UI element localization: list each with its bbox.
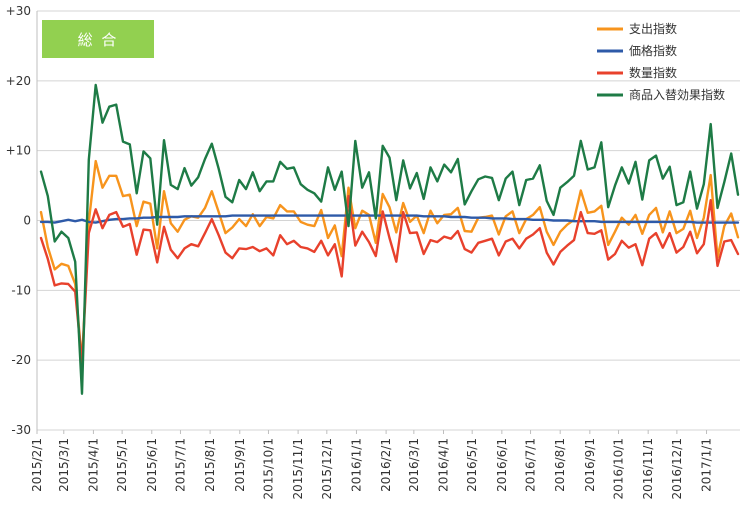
- legend-label: 支出指数: [629, 21, 677, 36]
- x-tick-label: 2015/12/1: [320, 438, 334, 500]
- gridlines: [36, 10, 740, 431]
- series-line: [39, 83, 740, 395]
- x-tick-label: 2016/12/1: [670, 438, 684, 500]
- y-tick-label: -20: [11, 353, 31, 367]
- x-tick-label: 2015/9/1: [233, 438, 247, 492]
- x-tick-label: 2015/7/1: [173, 438, 187, 492]
- x-tick-label: 2016/5/1: [465, 438, 479, 492]
- legend-item: 商品入替効果指数: [597, 87, 725, 102]
- x-tick-label: 2016/4/1: [436, 438, 450, 492]
- x-tick-label: 2016/1/1: [349, 438, 363, 492]
- x-tick-label: 2016/10/1: [612, 438, 626, 500]
- y-tick-label: -30: [11, 423, 31, 437]
- x-tick-label: 2016/11/1: [641, 438, 655, 500]
- series-lines: [39, 83, 740, 395]
- y-tick-label: +10: [6, 144, 31, 158]
- x-tick-label: 2016/6/1: [495, 438, 509, 492]
- series-line: [39, 194, 740, 365]
- series-line: [39, 159, 740, 364]
- x-tick-label: 2015/10/1: [261, 438, 275, 500]
- chart-title: 総 合: [78, 31, 119, 49]
- y-tick-label: -10: [11, 283, 31, 297]
- legend-item: 価格指数: [597, 43, 677, 58]
- x-tick-label: 2016/8/1: [553, 438, 567, 492]
- y-tick-label: 0: [23, 214, 31, 228]
- x-tick-label: 2015/3/1: [57, 438, 71, 492]
- x-tick-label: 2015/4/1: [86, 438, 100, 492]
- x-axis: 2015/2/1 2015/3/1 2015/4/1 2015/5/1 2015/6/1…: [30, 430, 714, 500]
- title-badge-background: [42, 20, 154, 58]
- x-tick-label: 2016/7/1: [524, 438, 538, 492]
- title-badge: 総 合: [42, 20, 154, 58]
- legend-label: 価格指数: [629, 43, 677, 58]
- legend: 支出指数 価格指数 数量指数 商品入替効果指数: [597, 21, 725, 102]
- x-tick-label: 2017/1/1: [700, 438, 714, 492]
- x-tick-label: 2016/3/1: [407, 438, 421, 492]
- legend-label: 商品入替効果指数: [629, 87, 725, 102]
- y-tick-label: +20: [6, 74, 31, 88]
- x-tick-label: 2015/6/1: [145, 438, 159, 492]
- legend-item: 数量指数: [597, 65, 677, 80]
- y-tick-label: +30: [6, 4, 31, 18]
- legend-label: 数量指数: [629, 65, 677, 80]
- x-tick-label: 2016/9/1: [583, 438, 597, 492]
- x-tick-label: 2015/11/1: [291, 438, 305, 500]
- y-axis: +30 +20 +10 0 -10 -20 -30: [6, 4, 31, 437]
- x-tick-label: 2015/2/1: [30, 438, 44, 492]
- x-tick-label: 2015/5/1: [115, 438, 129, 492]
- x-tick-label: 2016/2/1: [379, 438, 393, 492]
- x-tick-label: 2015/8/1: [203, 438, 217, 492]
- legend-item: 支出指数: [597, 21, 677, 36]
